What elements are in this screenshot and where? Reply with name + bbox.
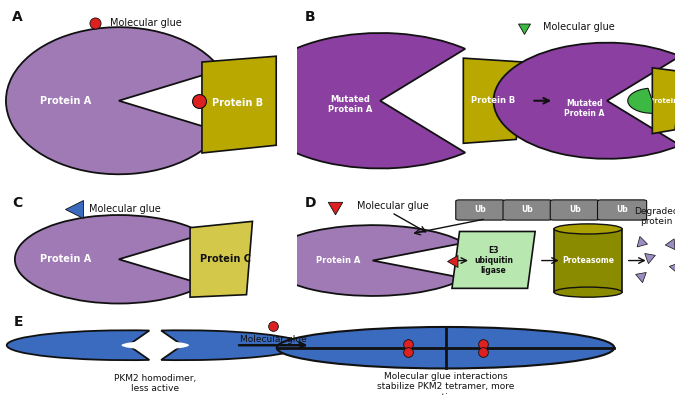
- Ellipse shape: [554, 287, 622, 297]
- Text: Protein B: Protein B: [212, 98, 263, 108]
- Text: Degraded
protein: Degraded protein: [634, 207, 675, 226]
- Text: A: A: [12, 10, 23, 24]
- FancyBboxPatch shape: [597, 200, 647, 220]
- Text: B: B: [304, 10, 315, 24]
- Text: D: D: [304, 196, 316, 210]
- FancyBboxPatch shape: [456, 200, 505, 220]
- Text: Molecular glue: Molecular glue: [89, 204, 161, 214]
- Polygon shape: [190, 221, 252, 297]
- Text: Ub: Ub: [569, 205, 580, 214]
- Wedge shape: [15, 215, 204, 303]
- Text: Molecular glue: Molecular glue: [543, 22, 614, 32]
- Wedge shape: [493, 43, 675, 159]
- FancyBboxPatch shape: [503, 200, 552, 220]
- Text: E3
ubiquitin
ligase: E3 ubiquitin ligase: [474, 246, 513, 275]
- Wedge shape: [161, 330, 304, 360]
- Wedge shape: [248, 33, 465, 168]
- Text: Protein B: Protein B: [471, 96, 516, 105]
- Wedge shape: [7, 330, 149, 360]
- Polygon shape: [452, 231, 535, 288]
- Text: Protein B: Protein B: [649, 98, 675, 104]
- Text: Proteasome: Proteasome: [562, 256, 614, 265]
- Wedge shape: [6, 27, 221, 174]
- FancyBboxPatch shape: [550, 200, 599, 220]
- Text: PKM2 homodimer,
less active: PKM2 homodimer, less active: [114, 374, 196, 393]
- Text: Ub: Ub: [475, 205, 486, 214]
- FancyBboxPatch shape: [554, 229, 622, 292]
- Circle shape: [122, 341, 189, 349]
- Text: Mutated
Protein A: Mutated Protein A: [328, 95, 372, 114]
- Text: E: E: [14, 314, 23, 329]
- Ellipse shape: [554, 224, 622, 234]
- Text: Ub: Ub: [616, 205, 628, 214]
- Text: Protein C: Protein C: [200, 254, 251, 264]
- Text: Molecular glue: Molecular glue: [110, 18, 182, 28]
- Text: Mutated
Protein A: Mutated Protein A: [564, 99, 605, 118]
- Polygon shape: [652, 68, 675, 134]
- Text: Protein A: Protein A: [40, 254, 91, 264]
- Text: Protein A: Protein A: [317, 256, 360, 265]
- Polygon shape: [202, 56, 276, 153]
- Text: Molecular glue: Molecular glue: [358, 201, 429, 211]
- Text: Protein A: Protein A: [40, 96, 91, 106]
- Wedge shape: [267, 225, 464, 296]
- Text: Ub: Ub: [522, 205, 533, 214]
- Text: C: C: [12, 196, 22, 210]
- Text: Molecular glue interactions
stabilize PKM2 tetramer, more
active: Molecular glue interactions stabilize PK…: [377, 372, 514, 395]
- Circle shape: [277, 327, 614, 369]
- Text: Molecular glue: Molecular glue: [240, 335, 306, 344]
- Wedge shape: [628, 88, 652, 113]
- Polygon shape: [463, 58, 524, 143]
